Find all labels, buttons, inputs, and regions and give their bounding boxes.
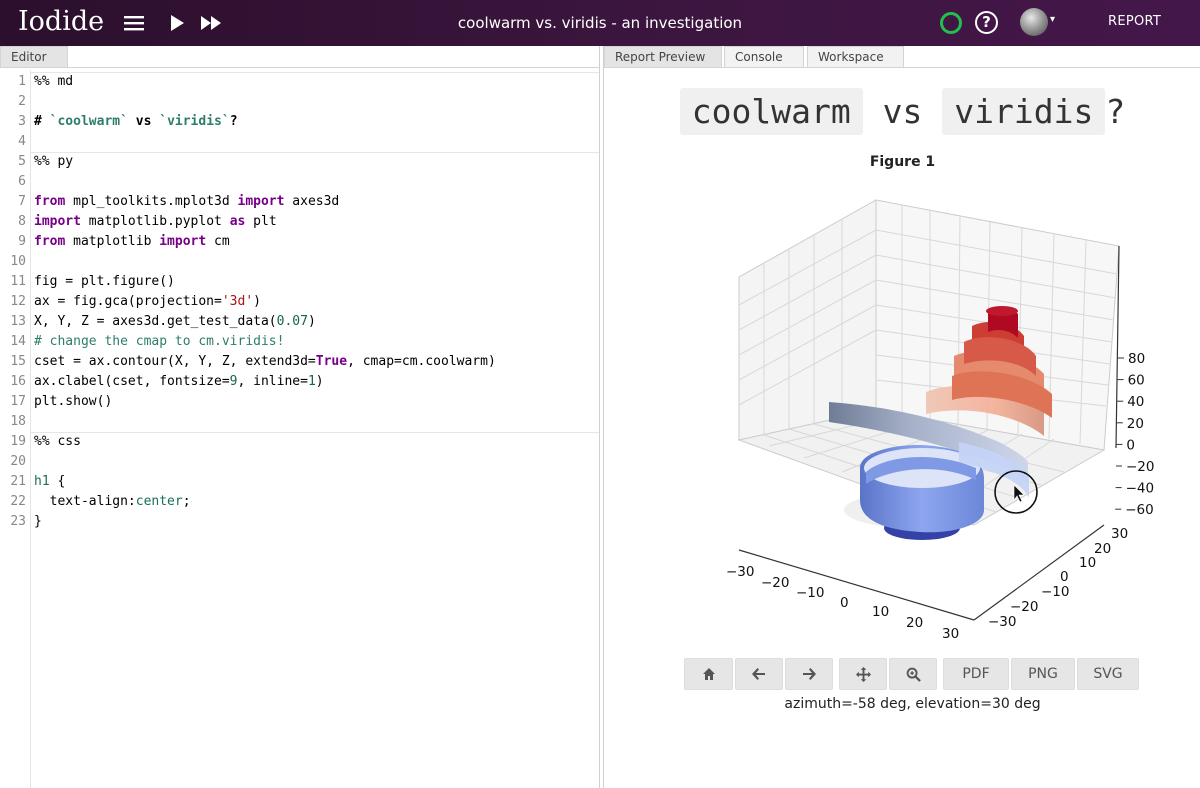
figure-status-message: azimuth=-58 deg, elevation=30 deg xyxy=(784,696,1041,712)
z-axis-tick-label: 20 xyxy=(1127,416,1144,432)
menu-icon[interactable] xyxy=(121,10,147,36)
report-heading: coolwarm vs viridis? xyxy=(604,88,1200,135)
zoom-button[interactable] xyxy=(889,658,937,690)
app-logo[interactable]: Iodide xyxy=(18,6,105,37)
heading-text-question: ? xyxy=(1105,92,1126,131)
code-line[interactable]: 8 import matplotlib.pyplot as plt xyxy=(18,214,277,229)
code-line[interactable]: 14 # change the cmap to cm.viridis! xyxy=(10,334,285,349)
code-line[interactable]: 12 ax = fig.gca(projection='3d') xyxy=(10,294,261,309)
y-axis-tick-label: 0 xyxy=(1060,569,1069,585)
chunk-separator xyxy=(31,432,599,433)
x-axis-tick-label: −10 xyxy=(796,585,825,601)
chunk-separator xyxy=(31,72,599,73)
z-axis-ticks: 80 60 40 20 0 −20 −40 −60 xyxy=(1115,351,1155,518)
code-line[interactable]: 2 xyxy=(18,94,26,109)
figure-title: Figure 1 xyxy=(869,154,936,170)
tab-console[interactable]: Console xyxy=(724,46,804,68)
report-button[interactable]: REPORT xyxy=(1108,14,1162,29)
report-preview: coolwarm vs viridis? Figure 1 xyxy=(604,70,1200,788)
y-axis-tick-label: −20 xyxy=(1010,599,1039,615)
y-axis-tick-label: 10 xyxy=(1079,555,1096,571)
back-button[interactable] xyxy=(735,658,783,690)
z-axis-tick-label: 40 xyxy=(1127,394,1144,410)
code-line[interactable]: 9 from matplotlib import cm xyxy=(18,234,230,249)
arrow-left-icon xyxy=(752,668,765,680)
code-line[interactable]: 7 from mpl_toolkits.mplot3d import axes3d xyxy=(18,194,340,209)
top-bar: Iodide coolwarm vs. viridis - an investi… xyxy=(0,0,1200,46)
report-pane: Report Preview Console Workspace coolwar… xyxy=(603,46,1200,788)
download-png-button[interactable]: PNG xyxy=(1011,658,1075,690)
code-line[interactable]: 3 # `coolwarm` vs `viridis`? xyxy=(18,114,238,129)
download-svg-button[interactable]: SVG xyxy=(1077,658,1139,690)
editor-pane: Editor 1%% md 2 3 # `coolwarm` vs `viridi… xyxy=(0,46,600,788)
tab-report-preview[interactable]: Report Preview xyxy=(604,46,722,68)
x-axis-ticks: −30 −20 −10 0 10 20 30 xyxy=(726,564,959,642)
x-axis-tick-label: −20 xyxy=(761,575,790,591)
tab-editor[interactable]: Editor xyxy=(0,46,68,68)
code-line[interactable]: 15 cset = ax.contour(X, Y, Z, extend3d=Tr… xyxy=(10,354,496,369)
z-axis-tick-label: −20 xyxy=(1126,459,1155,475)
z-axis-tick-label: 80 xyxy=(1128,351,1145,367)
zoom-icon xyxy=(906,667,921,682)
heading-text-vs: vs xyxy=(862,92,943,131)
code-line[interactable]: 23} xyxy=(10,514,42,529)
home-button[interactable] xyxy=(684,658,733,690)
heading-code-coolwarm: coolwarm xyxy=(679,88,863,135)
run-all-icon[interactable] xyxy=(199,10,225,36)
code-line[interactable]: 4 xyxy=(18,134,26,149)
download-pdf-button[interactable]: PDF xyxy=(943,658,1009,690)
code-line[interactable]: 11 fig = plt.figure() xyxy=(10,274,175,289)
cursor-icon xyxy=(994,470,1038,514)
x-axis-tick-label: −30 xyxy=(726,564,755,580)
code-line[interactable]: 21 h1 { xyxy=(10,474,66,489)
code-line[interactable]: 20 xyxy=(10,454,26,469)
code-line[interactable]: 13 X, Y, Z = axes3d.get_test_data(0.07) xyxy=(10,314,316,329)
code-line[interactable]: 1%% md xyxy=(18,74,74,89)
code-line[interactable]: 17 plt.show() xyxy=(10,394,113,409)
z-axis-tick-label: −40 xyxy=(1126,481,1155,497)
code-editor[interactable]: 1%% md 2 3 # `coolwarm` vs `viridis`? 4 5… xyxy=(0,70,600,788)
tab-divider xyxy=(0,67,600,68)
figure-toolbar: PDF PNG SVG xyxy=(684,658,1139,690)
code-line[interactable]: 18 xyxy=(10,414,26,429)
kernel-status-icon xyxy=(940,12,962,34)
pan-button[interactable] xyxy=(839,658,887,690)
code-line[interactable]: 19%% css xyxy=(10,434,81,449)
tab-divider xyxy=(604,67,1200,68)
z-axis-tick-label: 60 xyxy=(1128,373,1145,389)
y-axis-tick-label: 30 xyxy=(1111,526,1128,542)
contour-bands xyxy=(829,306,1052,540)
code-line[interactable]: 6 xyxy=(18,174,26,189)
y-axis-tick-label: 20 xyxy=(1094,541,1111,557)
forward-button[interactable] xyxy=(785,658,833,690)
code-line[interactable]: 5%% py xyxy=(18,154,74,169)
help-icon[interactable]: ? xyxy=(975,11,998,34)
x-axis-tick-label: 20 xyxy=(906,615,923,631)
z-axis-tick-label: 0 xyxy=(1126,437,1135,453)
chunk-separator xyxy=(31,152,599,153)
arrow-right-icon xyxy=(803,668,816,680)
z-axis-tick-label: −60 xyxy=(1125,502,1154,518)
x-axis-tick-label: 30 xyxy=(942,626,959,642)
x-axis-tick-label: 0 xyxy=(840,595,849,611)
tab-workspace[interactable]: Workspace xyxy=(807,46,904,68)
user-avatar[interactable] xyxy=(1020,8,1048,36)
chevron-down-icon[interactable]: ▾ xyxy=(1050,14,1056,25)
home-icon xyxy=(702,668,715,680)
line-gutter xyxy=(0,70,31,788)
x-axis-tick-label: 10 xyxy=(872,604,889,620)
y-axis-tick-label: −10 xyxy=(1041,584,1070,600)
code-line[interactable]: 16 ax.clabel(cset, fontsize=9, inline=1) xyxy=(10,374,324,389)
run-icon[interactable] xyxy=(164,10,190,36)
notebook-title[interactable]: coolwarm vs. viridis - an investigation xyxy=(457,14,743,32)
move-icon xyxy=(855,666,871,682)
heading-code-viridis: viridis xyxy=(942,88,1106,135)
y-axis-tick-label: −30 xyxy=(988,614,1017,630)
code-line[interactable]: 10 xyxy=(10,254,26,269)
code-line[interactable]: 22 text-align:center; xyxy=(10,494,191,509)
